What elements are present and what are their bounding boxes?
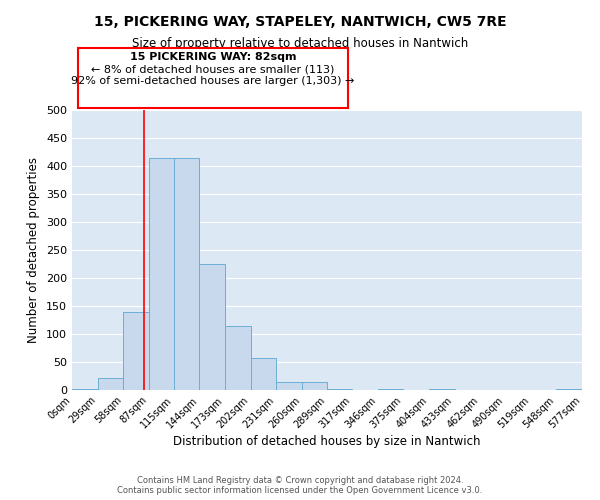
X-axis label: Distribution of detached houses by size in Nantwich: Distribution of detached houses by size … — [173, 436, 481, 448]
Bar — [225, 326, 251, 390]
Y-axis label: Number of detached properties: Number of detached properties — [28, 157, 40, 343]
Text: 92% of semi-detached houses are larger (1,303) →: 92% of semi-detached houses are larger (… — [71, 76, 355, 86]
Text: Contains public sector information licensed under the Open Government Licence v3: Contains public sector information licen… — [118, 486, 482, 495]
Bar — [429, 389, 455, 390]
Bar — [72, 389, 98, 390]
Text: Size of property relative to detached houses in Nantwich: Size of property relative to detached ho… — [132, 38, 468, 51]
Text: ← 8% of detached houses are smaller (113): ← 8% of detached houses are smaller (113… — [91, 64, 335, 74]
Bar — [98, 378, 123, 390]
Bar — [251, 358, 276, 390]
Text: Contains HM Land Registry data © Crown copyright and database right 2024.: Contains HM Land Registry data © Crown c… — [137, 476, 463, 485]
Bar — [378, 389, 403, 390]
Bar — [302, 382, 328, 390]
Bar — [173, 158, 199, 390]
Text: 15, PICKERING WAY, STAPELEY, NANTWICH, CW5 7RE: 15, PICKERING WAY, STAPELEY, NANTWICH, C… — [94, 15, 506, 29]
Bar — [149, 158, 173, 390]
Bar — [276, 382, 302, 390]
Bar — [328, 389, 352, 390]
Bar — [123, 312, 149, 390]
Bar — [199, 264, 225, 390]
Bar — [556, 389, 582, 390]
Text: 15 PICKERING WAY: 82sqm: 15 PICKERING WAY: 82sqm — [130, 52, 296, 62]
